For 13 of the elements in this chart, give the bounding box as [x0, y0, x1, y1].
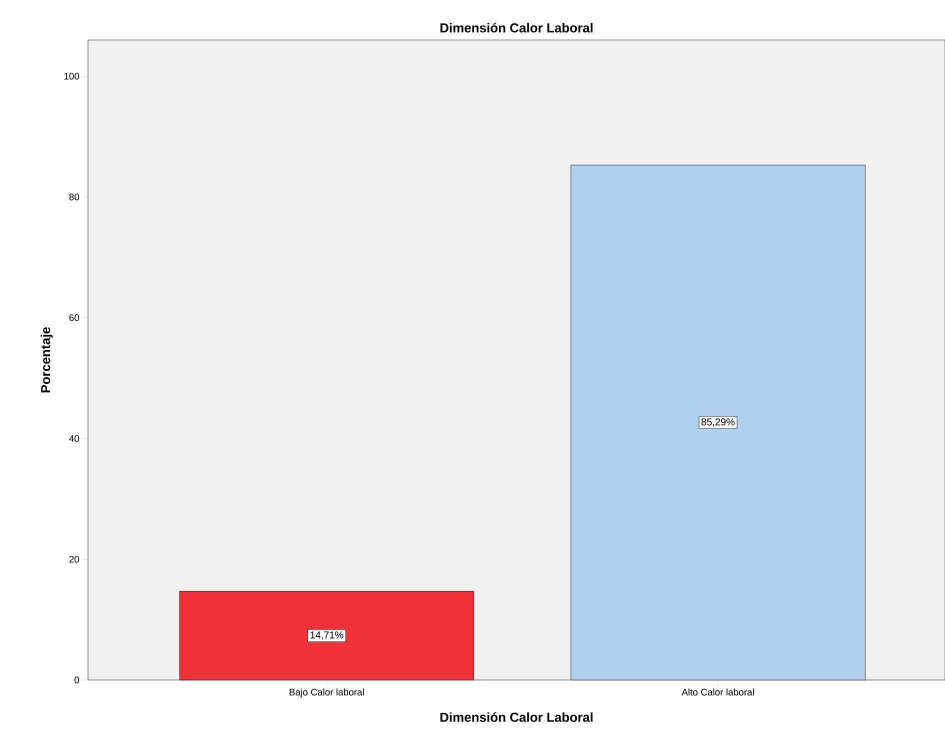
y-tick-label: 40	[69, 435, 80, 442]
y-tick-label: 20	[69, 556, 80, 563]
y-axis-title: Porcentaje	[40, 327, 53, 392]
y-tick-label: 0	[74, 676, 80, 684]
y-tick-label: 60	[69, 314, 80, 322]
y-tick-label: 100	[64, 72, 80, 80]
x-axis-title: Dimensión Calor Laboral	[440, 712, 593, 722]
chart-title: Dimensión Calor Laboral	[440, 22, 593, 32]
x-tick-label: Bajo Calor laboral	[290, 688, 364, 698]
y-tick-label: 80	[69, 194, 80, 200]
data-label: 14,71%	[310, 631, 344, 640]
data-label: 85,29%	[702, 418, 735, 427]
x-tick-label: Alto Calor laboral	[682, 688, 754, 696]
